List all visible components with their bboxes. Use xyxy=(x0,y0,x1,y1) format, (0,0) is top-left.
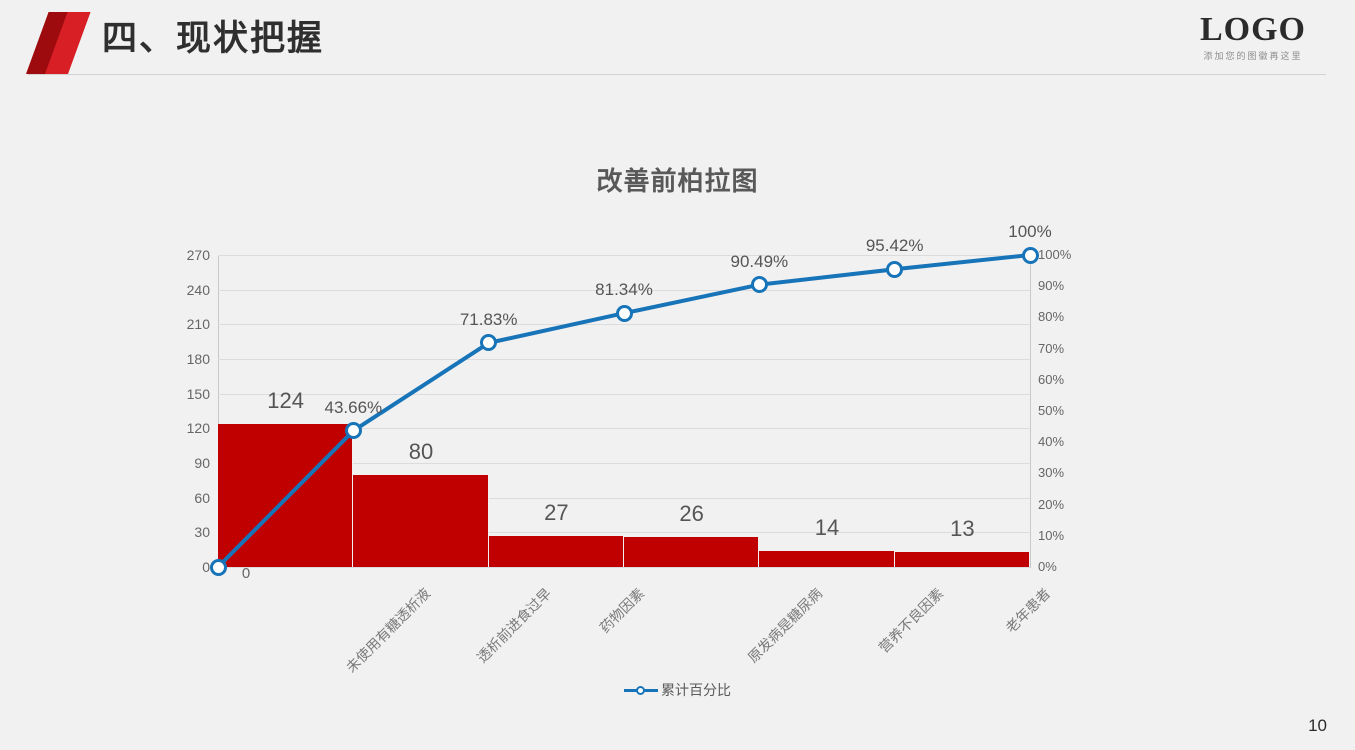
cumulative-percent-label: 71.83% xyxy=(459,309,518,329)
bar-value-label: 14 xyxy=(814,514,840,540)
cumulative-percent-label: 95.42% xyxy=(865,236,924,256)
logo-subtitle: 添加您的图徽再这里 xyxy=(1203,51,1303,61)
x-axis-category-label: 老年患者 xyxy=(1002,585,1054,636)
legend-line-icon xyxy=(624,684,658,696)
bar-value-label: 26 xyxy=(679,500,704,526)
y-axis-right-tick: 60% xyxy=(1038,371,1065,387)
y-axis-left-tick: 120 xyxy=(186,420,210,437)
accent-slash-icon xyxy=(26,12,91,74)
bar-value-label: 124 xyxy=(267,387,305,413)
gridline xyxy=(218,393,1030,395)
bar xyxy=(624,536,760,567)
x-axis-category-label: 未使用有糖透析液 xyxy=(342,585,433,676)
x-axis-category-label: 透析前进食过早 xyxy=(473,585,555,666)
gridline xyxy=(218,255,1030,256)
legend-label: 累计百分比 xyxy=(661,682,731,698)
header-divider xyxy=(28,74,1326,75)
y-axis-left-tick: 150 xyxy=(186,385,210,402)
y-axis-left-tick: 30 xyxy=(194,524,210,541)
gridline xyxy=(218,428,1030,430)
legend-item-cumulative[interactable]: 累计百分比 xyxy=(624,682,731,698)
bar-value-label: 13 xyxy=(950,515,975,541)
bar xyxy=(488,535,624,567)
line-marker xyxy=(1021,246,1039,264)
y-axis-right-tick: 40% xyxy=(1038,434,1065,450)
y-axis-right-line xyxy=(1030,255,1031,568)
line-marker xyxy=(750,276,768,294)
cumulative-percent-label: 90.49% xyxy=(730,251,789,271)
y-axis-right-tick: 70% xyxy=(1038,340,1065,356)
y-axis-left-tick: 180 xyxy=(186,351,210,367)
y-axis-right-tick: 30% xyxy=(1038,465,1065,481)
bar xyxy=(894,551,1030,567)
y-axis-left-tick: 210 xyxy=(186,316,210,333)
y-axis-right-tick: 100% xyxy=(1038,247,1072,262)
y-axis-left-tick: 90 xyxy=(194,455,210,471)
gridline xyxy=(218,567,1030,568)
chart-plot-area xyxy=(209,246,1039,576)
cumulative-percent-label: 100% xyxy=(1008,222,1052,241)
y-axis-left-tick: 270 xyxy=(186,247,210,263)
page-number: 10 xyxy=(1308,716,1327,735)
x-axis-category-label: 原发病是糖尿病 xyxy=(744,585,825,666)
bar-value-label: 27 xyxy=(544,499,569,525)
y-axis-right-tick: 10% xyxy=(1038,527,1065,543)
cumulative-percent-label: 81.34% xyxy=(595,280,653,300)
y-axis-left-tick: 240 xyxy=(186,281,210,298)
page-title: 四、现状把握 xyxy=(102,19,325,58)
line-marker xyxy=(344,422,362,440)
gridline xyxy=(218,289,1030,291)
bar xyxy=(353,474,489,567)
y-axis-right-tick: 50% xyxy=(1038,403,1065,418)
line-marker xyxy=(209,558,227,576)
y-axis-left-line xyxy=(218,255,219,568)
gridline xyxy=(218,324,1030,326)
y-axis-left-tick: 0 xyxy=(202,559,210,575)
y-axis-right-tick: 80% xyxy=(1038,309,1065,325)
y-axis-right-tick: 90% xyxy=(1038,278,1065,294)
gridline xyxy=(218,359,1030,360)
x-axis-category-label: 营养不良因素 xyxy=(875,585,947,656)
chart-legend: 累计百分比 xyxy=(0,682,1355,698)
y-axis-left-tick: 60 xyxy=(194,489,210,506)
cumulative-percent-label: 43.66% xyxy=(324,397,383,417)
bar-value-label: 80 xyxy=(408,438,434,464)
line-marker xyxy=(615,304,633,322)
gridline xyxy=(218,463,1030,464)
y-axis-right-tick: 0% xyxy=(1038,559,1057,574)
logo-block: LOGO 添加您的图徽再这里 xyxy=(1173,12,1333,62)
bar xyxy=(759,550,895,567)
cumulative-percent-label: 0 xyxy=(241,565,251,582)
logo-text: LOGO xyxy=(1199,11,1307,48)
y-axis-right-tick: 20% xyxy=(1038,496,1065,512)
slide-header: 四、现状把握 xyxy=(0,0,1355,88)
gridline xyxy=(218,497,1030,499)
chart-title: 改善前柏拉图 xyxy=(596,166,759,196)
line-marker xyxy=(886,260,904,278)
gridline xyxy=(218,532,1030,534)
line-marker xyxy=(480,334,498,352)
x-axis-category-label: 药物因素 xyxy=(596,585,648,636)
